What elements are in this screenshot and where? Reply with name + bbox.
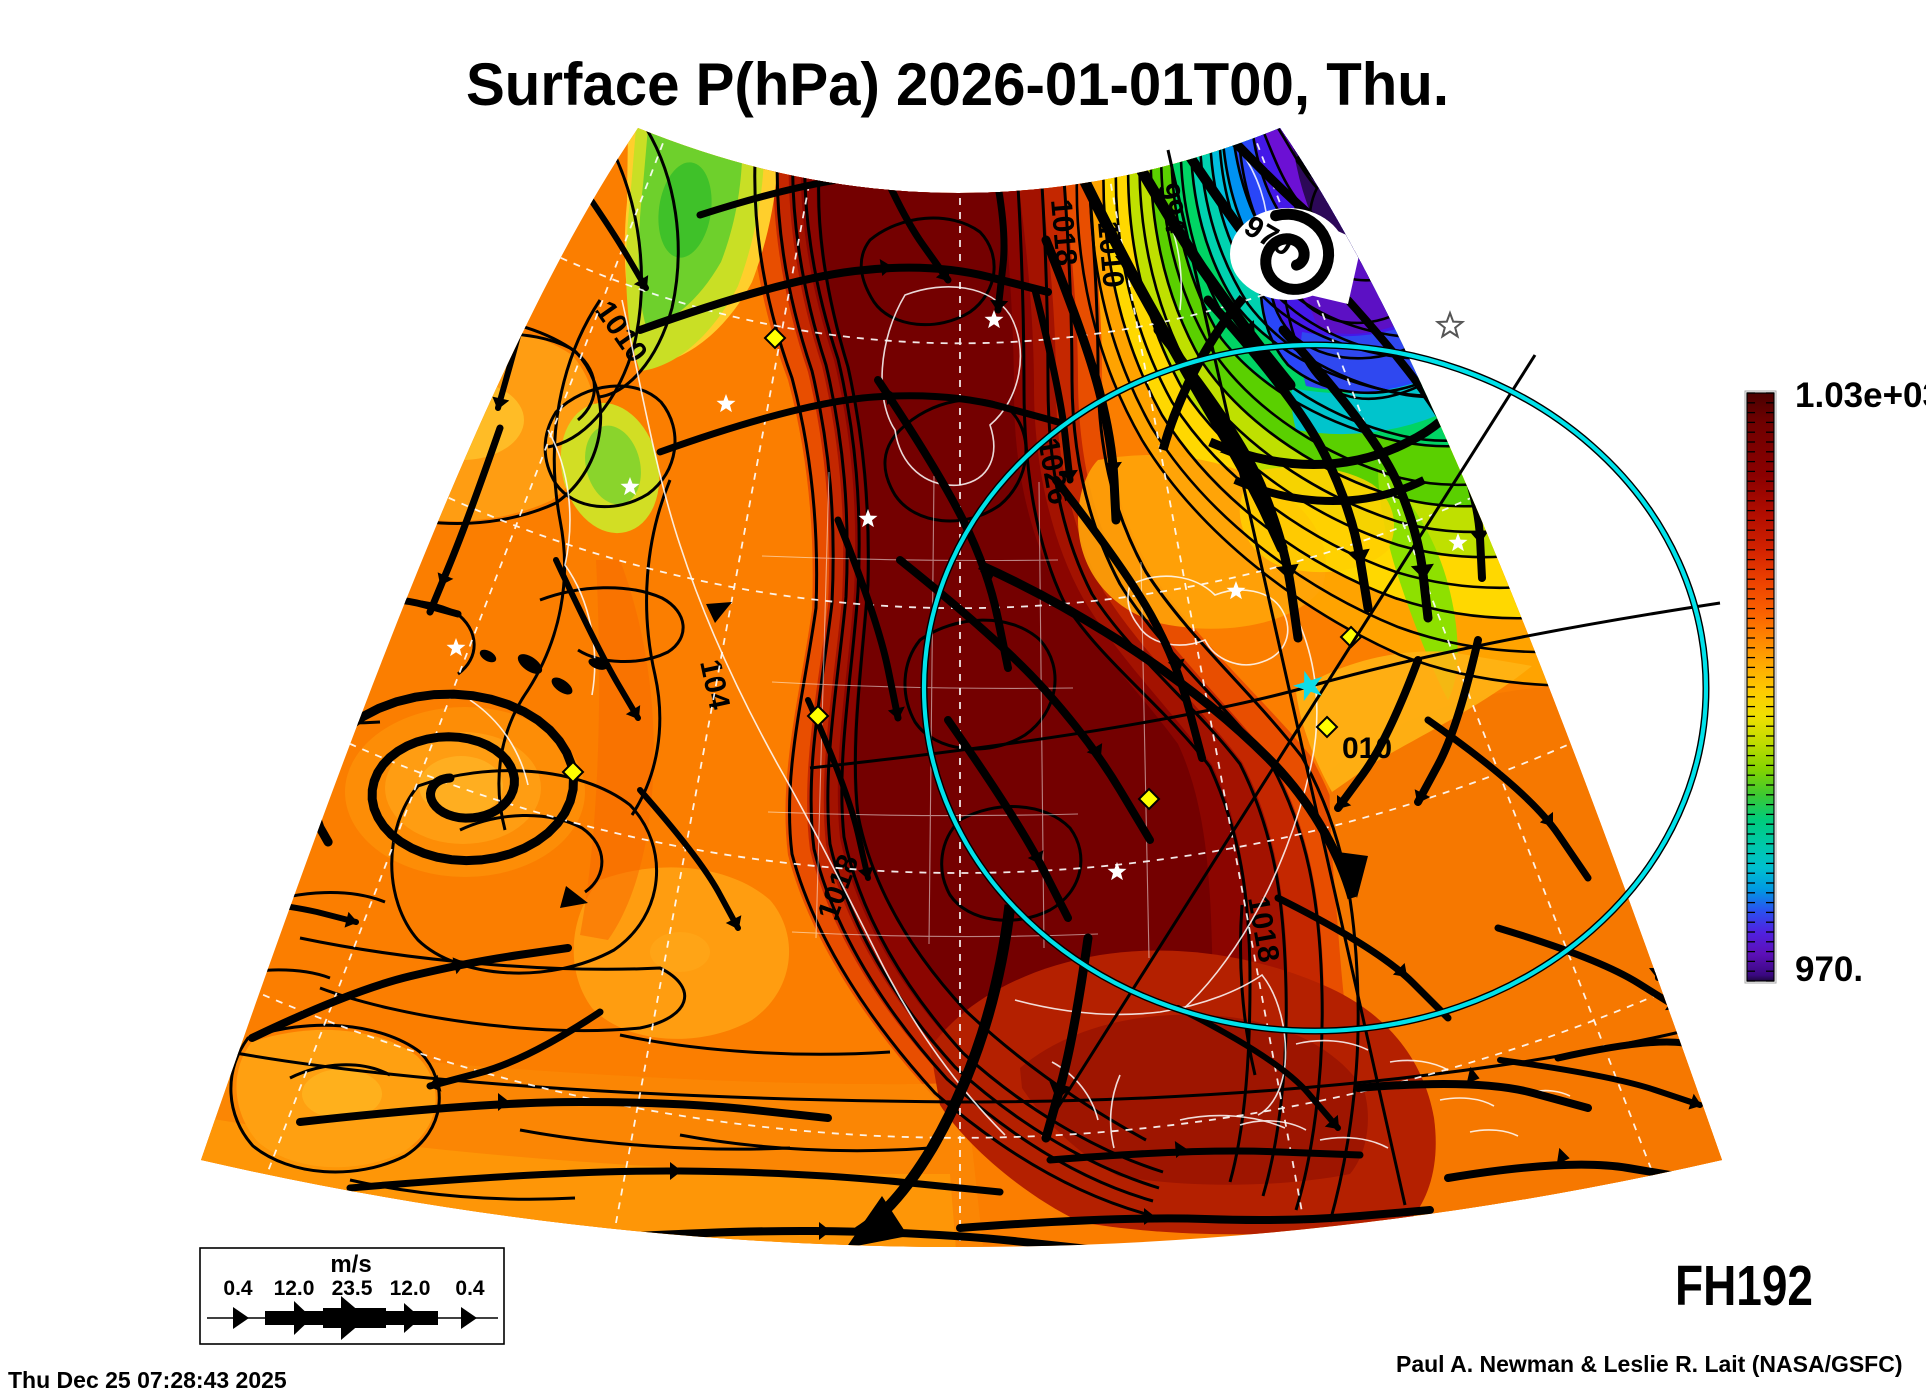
- svg-text:FH192: FH192: [1675, 1254, 1813, 1318]
- svg-text:12.0: 12.0: [390, 1277, 431, 1300]
- svg-text:m/s: m/s: [330, 1251, 371, 1278]
- svg-text:23.5: 23.5: [332, 1277, 373, 1300]
- svg-text:103: 103: [54, 415, 110, 475]
- svg-text:0.4: 0.4: [223, 1277, 253, 1300]
- svg-text:Surface P(hPa) 2026-01-01T00,: Surface P(hPa) 2026-01-01T00, Thu.: [466, 51, 1449, 118]
- svg-text:12.0: 12.0: [274, 1277, 315, 1300]
- svg-text:Paul A. Newman & Leslie R. Lai: Paul A. Newman & Leslie R. Lait (NASA/GS…: [1396, 1351, 1903, 1377]
- svg-text:0.4: 0.4: [455, 1277, 485, 1300]
- svg-text:Thu Dec 25 07:28:43 2025: Thu Dec 25 07:28:43 2025: [8, 1367, 287, 1393]
- svg-text:1.03e+03: 1.03e+03: [1795, 376, 1926, 415]
- svg-text:970.: 970.: [1795, 950, 1863, 989]
